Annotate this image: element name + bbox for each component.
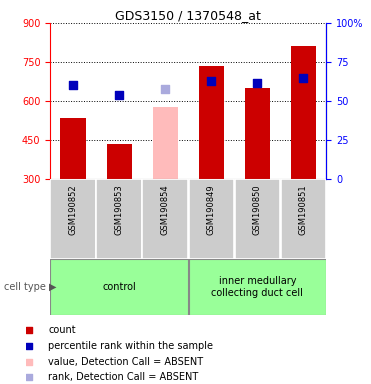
Bar [106,144,132,179]
Text: cell type ▶: cell type ▶ [4,282,56,292]
Title: GDS3150 / 1370548_at: GDS3150 / 1370548_at [115,9,261,22]
Bar [188,259,326,315]
Text: GSM190852: GSM190852 [69,184,78,235]
Bar [188,179,234,259]
Point [116,92,122,98]
Text: GSM190850: GSM190850 [253,184,262,235]
Bar [280,179,326,259]
Text: GSM190854: GSM190854 [161,184,170,235]
Bar [245,88,270,179]
Point [255,80,260,86]
Text: value, Detection Call = ABSENT: value, Detection Call = ABSENT [48,357,203,367]
Text: GSM190853: GSM190853 [115,184,124,235]
Bar [50,179,96,259]
Bar [142,179,188,259]
Bar [152,107,178,179]
Text: control: control [102,282,136,292]
Bar [291,46,316,179]
Bar [198,66,224,179]
Point [26,328,32,334]
Text: percentile rank within the sample: percentile rank within the sample [48,341,213,351]
Point [70,82,76,88]
Bar [234,179,280,259]
Text: count: count [48,326,76,336]
Text: GSM190849: GSM190849 [207,184,216,235]
Point [26,343,32,349]
Bar [96,179,142,259]
Point [26,374,32,381]
Text: GSM190851: GSM190851 [299,184,308,235]
Point [162,86,168,92]
Text: inner medullary
collecting duct cell: inner medullary collecting duct cell [211,276,303,298]
Point [26,359,32,365]
Text: rank, Detection Call = ABSENT: rank, Detection Call = ABSENT [48,372,198,382]
Point [301,75,306,81]
Bar [50,259,188,315]
Point [209,78,214,84]
Bar [60,118,86,179]
